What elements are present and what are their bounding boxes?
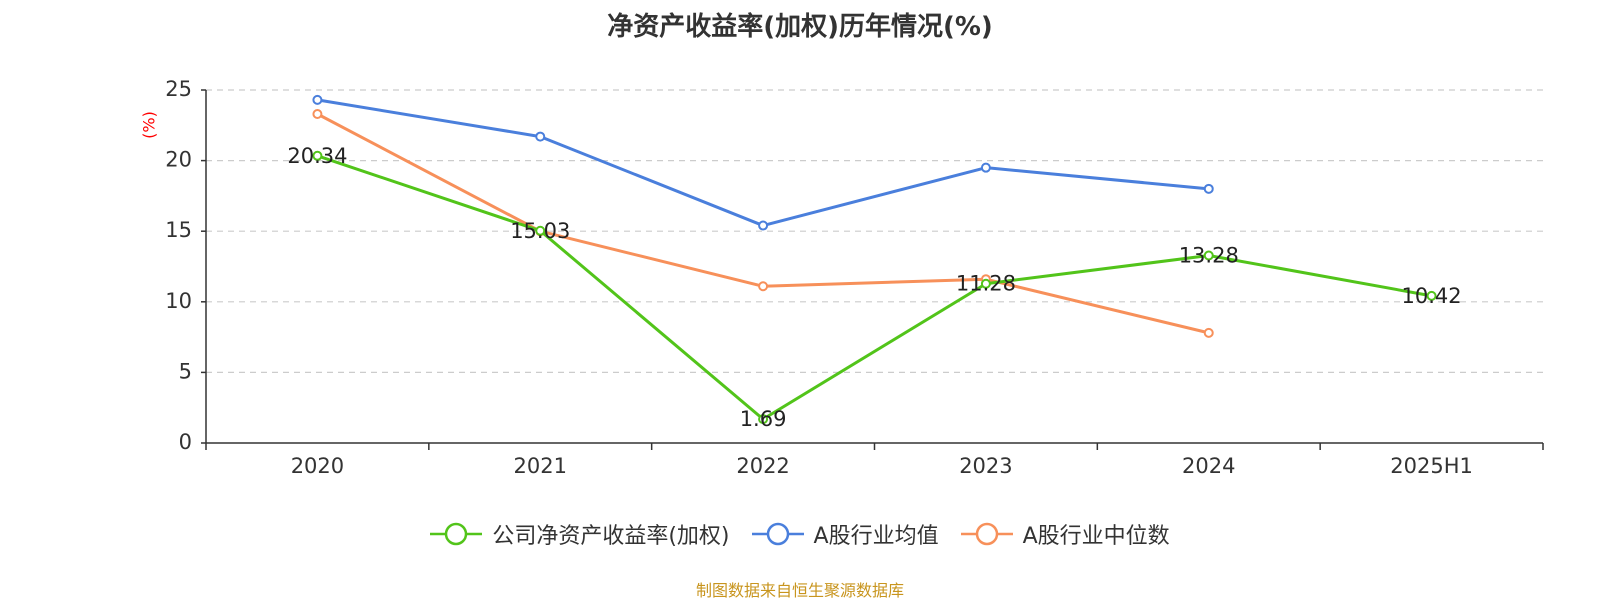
x-tick-label: 2022 <box>736 454 789 478</box>
data-point <box>312 150 323 161</box>
y-tick-labels: 0 5 10 15 20 25 <box>165 77 192 454</box>
y-axis-label: (%) <box>140 111 159 139</box>
data-point <box>1203 250 1214 261</box>
data-point <box>312 109 323 120</box>
data-label: 1.69 <box>740 407 787 431</box>
data-point <box>1203 327 1214 338</box>
x-tick-label: 2025H1 <box>1390 454 1473 478</box>
data-point <box>1203 183 1214 194</box>
data-labels: 20.34 15.03 1.69 11.28 13.28 10.42 <box>287 144 1461 431</box>
grid-lines <box>201 89 1543 444</box>
data-point <box>1426 290 1437 301</box>
data-label: 13.28 <box>1179 243 1239 267</box>
x-tick-label: 2023 <box>959 454 1012 478</box>
data-point <box>758 414 769 425</box>
legend: 公司净资产收益率(加权) A股行业均值 A股行业中位数 <box>0 518 1600 550</box>
axes <box>205 90 1543 444</box>
data-label: 20.34 <box>287 144 347 168</box>
series-line <box>317 98 1209 228</box>
x-tick-label: 2021 <box>514 454 567 478</box>
data-point <box>758 281 769 292</box>
chart-title: 净资产收益率(加权)历年情况(%) <box>607 12 993 42</box>
legend-swatch <box>751 522 804 546</box>
x-tick-label: 2020 <box>291 454 344 478</box>
data-point <box>535 131 546 142</box>
series-line <box>316 154 1432 421</box>
x-ticks: 2020 2021 2022 2023 2024 2025H1 <box>205 443 1544 478</box>
data-point <box>980 162 991 173</box>
y-tick-label: 0 <box>179 430 192 454</box>
data-point <box>980 278 991 289</box>
legend-swatch <box>430 522 483 546</box>
data-label: 15.03 <box>510 219 570 243</box>
legend-label: A股行业均值 <box>813 524 939 549</box>
x-tick-label: 2024 <box>1182 454 1235 478</box>
legend-swatch <box>960 522 1013 546</box>
data-point <box>312 94 323 105</box>
y-tick-label: 20 <box>165 148 192 172</box>
y-tick-label: 5 <box>179 359 192 383</box>
source-note: 制图数据来自恒生聚源数据库 <box>695 581 904 600</box>
y-tick-label: 25 <box>165 77 192 101</box>
series-0 <box>312 150 1437 425</box>
legend-label: 公司净资产收益率(加权) <box>492 524 730 549</box>
data-label: 10.42 <box>1402 284 1462 308</box>
data-label: 11.28 <box>956 272 1016 296</box>
series-layer <box>312 94 1437 425</box>
data-point <box>758 220 769 231</box>
legend-item[interactable]: A股行业中位数 <box>960 518 1170 550</box>
series-1 <box>312 94 1214 231</box>
y-tick-label: 15 <box>165 218 192 242</box>
y-tick-label: 10 <box>165 289 192 313</box>
data-point <box>535 225 546 236</box>
legend-item[interactable]: 公司净资产收益率(加权) <box>430 518 730 550</box>
legend-item[interactable]: A股行业均值 <box>751 518 939 550</box>
legend-label: A股行业中位数 <box>1022 524 1170 549</box>
